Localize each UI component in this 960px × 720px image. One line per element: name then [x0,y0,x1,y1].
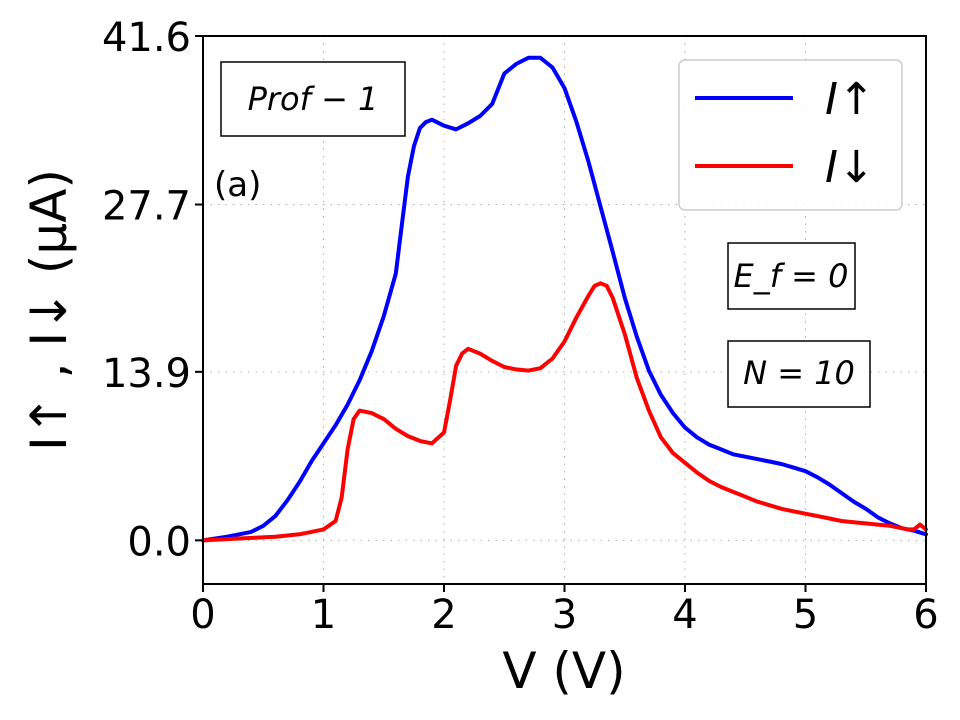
legend: I↑ I↓ [678,59,903,211]
n-box: N = 10 [727,340,871,408]
x-tick-label: 1 [311,592,336,638]
y-tick-label: 41.6 [102,15,191,61]
fermi-label: E_f = 0 [734,257,849,295]
ticks: 0 1 2 3 4 5 6 0.0 13.9 27.7 41.6 [102,15,939,638]
x-tick-label: 0 [190,592,215,638]
series-line-down [201,281,928,543]
series-layer [201,55,928,543]
x-tick-label: 6 [913,592,938,638]
fermi-box: E_f = 0 [727,242,856,310]
y-tick-label: 27.7 [102,184,191,230]
series-line-up [201,55,928,543]
x-tick-label: 5 [793,592,818,638]
x-tick-label: 2 [431,592,456,638]
panel-label: (a) [214,165,261,205]
x-tick-label: 4 [672,592,697,638]
profile-label: Prof − 1 [248,80,379,118]
y-tick-label: 13.9 [102,351,191,397]
y-tick-label: 0.0 [127,519,191,565]
y-axis-label: I↑ , I↓ (μA) [20,169,78,451]
profile-box: Prof − 1 [220,61,406,137]
x-tick-label: 3 [552,592,577,638]
legend-label-down: I↓ [825,142,875,193]
n-label: N = 10 [743,354,855,392]
legend-label-up: I↑ [825,74,875,125]
x-axis-label: V (V) [502,642,625,700]
